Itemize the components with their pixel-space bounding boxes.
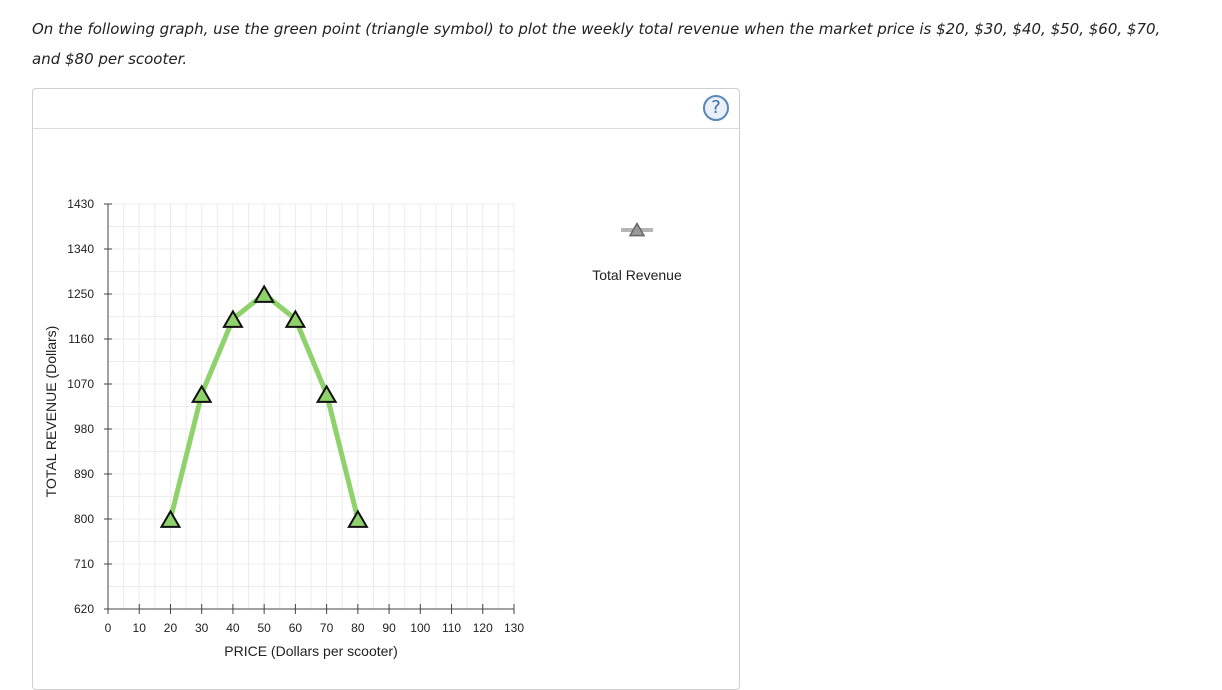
y-tick-label: 1070 (67, 377, 94, 391)
x-tick-label: 20 (164, 621, 178, 635)
y-tick-label: 710 (74, 557, 94, 571)
y-tick-label: 1160 (68, 332, 94, 346)
x-tick-label: 0 (105, 621, 112, 635)
help-button[interactable]: ? (703, 95, 729, 121)
x-tick-label: 50 (257, 621, 271, 635)
x-tick-label: 40 (226, 621, 240, 635)
x-tick-label: 130 (504, 621, 524, 635)
y-tick-label: 1430 (67, 197, 94, 211)
x-tick-label: 100 (410, 621, 430, 635)
legend-label-total-revenue: Total Revenue (592, 267, 682, 283)
question-instructions: On the following graph, use the green po… (32, 14, 1192, 74)
x-axis-label: PRICE (Dollars per scooter) (224, 643, 398, 659)
y-tick-label: 890 (74, 467, 94, 481)
x-tick-label: 60 (289, 621, 303, 635)
x-tick-label: 70 (320, 621, 334, 635)
chart-grid (108, 203, 515, 609)
chart-series[interactable] (159, 284, 369, 528)
x-tick-label: 120 (473, 621, 493, 635)
y-tick-label: 800 (74, 512, 94, 526)
y-tick-label: 1250 (67, 287, 94, 301)
x-tick-label: 10 (133, 621, 147, 635)
x-tick-label: 80 (351, 621, 365, 635)
data-point-triangle[interactable] (347, 509, 369, 528)
data-point-triangle[interactable] (284, 309, 307, 328)
data-point-triangle[interactable] (159, 509, 182, 528)
data-point-triangle[interactable] (222, 309, 244, 328)
y-axis-label: TOTAL REVENUE (Dollars) (43, 326, 59, 498)
data-point-triangle[interactable] (253, 284, 275, 303)
x-tick-label: 30 (195, 621, 209, 635)
graph-panel: ? (32, 88, 740, 690)
data-point-triangle[interactable] (190, 384, 213, 403)
data-point-triangle[interactable] (315, 384, 338, 403)
instructions-line-2: and $80 per scooter. (32, 50, 188, 68)
y-tick-label: 980 (74, 422, 94, 436)
graph-panel-header: ? (33, 89, 739, 129)
y-tick-label: 620 (74, 602, 94, 616)
instructions-line-1: On the following graph, use the green po… (32, 20, 1161, 38)
chart-legend[interactable]: Total Revenue (592, 221, 682, 283)
x-tick-label: 90 (382, 621, 396, 635)
x-tick-label: 110 (442, 621, 461, 635)
legend-triangle-icon[interactable] (628, 221, 646, 237)
y-tick-label: 1340 (67, 242, 94, 256)
chart-axes: 620 710 800 890 980 1070 1160 1250 1340 1430 0 10 20… (43, 197, 524, 659)
